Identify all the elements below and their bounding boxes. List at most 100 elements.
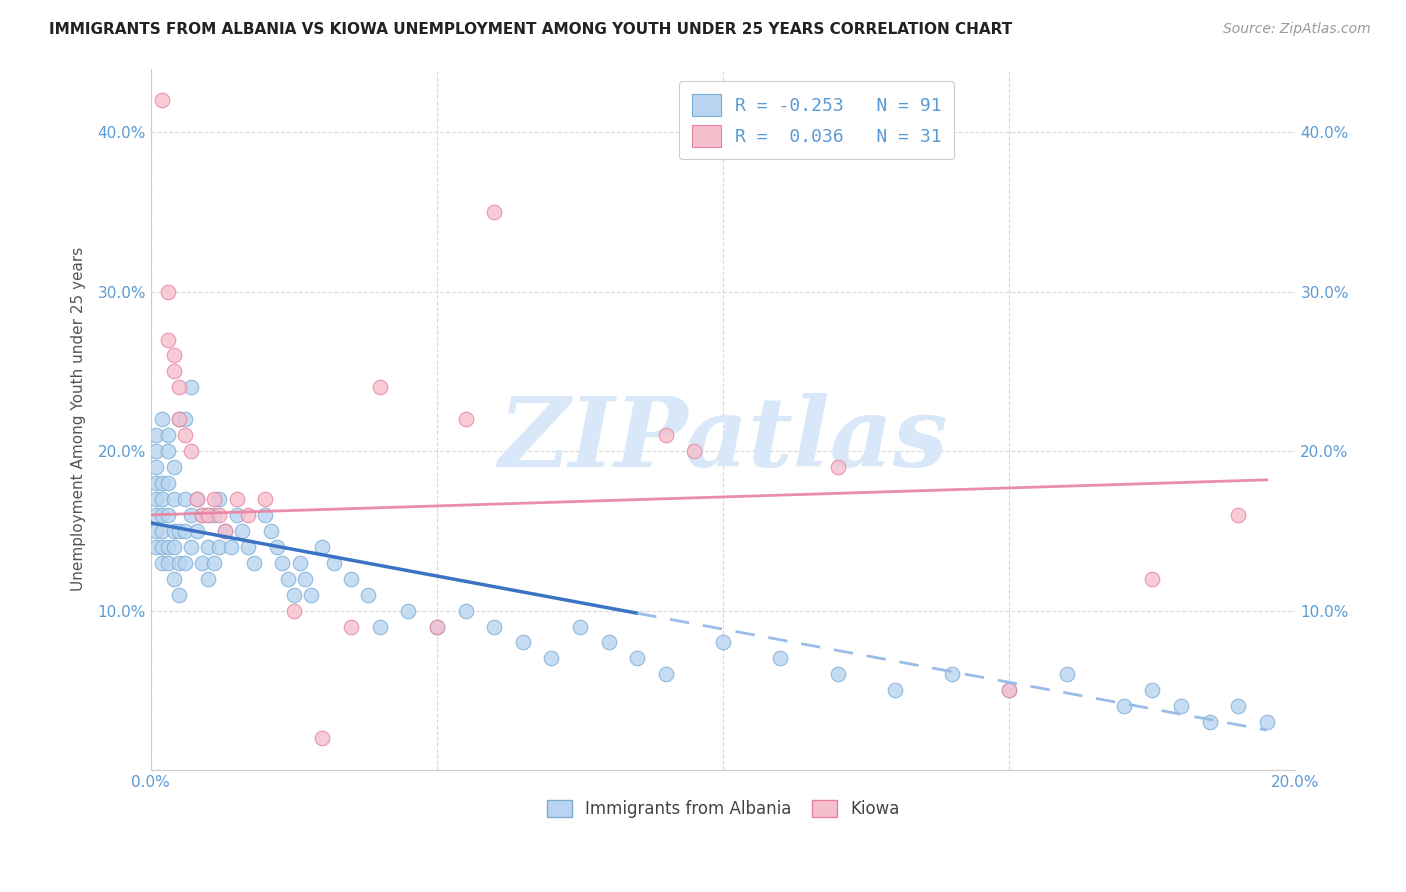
Point (311, 540, 333, 554)
Point (174, 491, 197, 506)
Point (156, 428, 179, 442)
Point (299, 588, 322, 602)
Point (454, 412, 477, 426)
Point (357, 588, 380, 602)
Point (156, 556, 179, 570)
Point (1227, 508, 1250, 522)
Point (1056, 667, 1078, 681)
Point (769, 651, 792, 665)
Point (202, 556, 225, 570)
Point (162, 540, 184, 554)
Point (186, 491, 208, 506)
Point (219, 540, 242, 554)
Point (186, 491, 208, 506)
Point (214, 524, 236, 538)
Point (202, 491, 225, 506)
Point (655, 667, 678, 681)
Point (236, 508, 259, 522)
Point (180, 444, 202, 458)
Point (169, 588, 191, 602)
Point (1198, 715, 1220, 730)
Point (482, 205, 505, 219)
Point (322, 556, 344, 570)
Point (174, 556, 197, 570)
Point (150, 540, 173, 554)
Point (482, 619, 505, 633)
Point (569, 619, 592, 633)
Point (827, 460, 849, 475)
Point (191, 508, 214, 522)
Point (512, 635, 534, 649)
Point (162, 572, 184, 586)
Point (214, 524, 236, 538)
Point (150, 94, 173, 108)
Point (169, 412, 191, 426)
Point (426, 619, 449, 633)
Point (156, 444, 179, 458)
Point (260, 524, 283, 538)
Point (283, 588, 305, 602)
Point (145, 476, 167, 491)
Point (180, 508, 202, 522)
Point (288, 556, 311, 570)
Point (254, 491, 277, 506)
Text: ZIPatlas: ZIPatlas (498, 393, 948, 487)
Point (655, 428, 678, 442)
Point (162, 524, 184, 538)
Point (145, 491, 167, 506)
Point (145, 460, 167, 475)
Point (150, 556, 173, 570)
Point (186, 524, 208, 538)
Point (197, 508, 219, 522)
Point (941, 667, 963, 681)
Point (169, 524, 191, 538)
Point (145, 540, 167, 554)
Point (145, 428, 167, 442)
Point (197, 508, 219, 522)
Point (1256, 715, 1278, 730)
Point (266, 540, 288, 554)
Point (340, 619, 363, 633)
Point (174, 412, 197, 426)
Point (340, 572, 363, 586)
Point (169, 380, 191, 394)
Point (294, 572, 316, 586)
Point (145, 524, 167, 538)
Point (208, 540, 231, 554)
Point (683, 444, 706, 458)
Point (225, 491, 247, 506)
Point (180, 380, 202, 394)
Point (396, 603, 419, 617)
Point (162, 349, 184, 363)
Point (191, 556, 214, 570)
Point (1227, 699, 1250, 714)
Point (169, 556, 191, 570)
Point (311, 731, 333, 745)
Point (162, 460, 184, 475)
Point (454, 603, 477, 617)
Text: IMMIGRANTS FROM ALBANIA VS KIOWA UNEMPLOYMENT AMONG YOUTH UNDER 25 YEARS CORRELA: IMMIGRANTS FROM ALBANIA VS KIOWA UNEMPLO… (49, 22, 1012, 37)
Point (236, 540, 259, 554)
Point (1170, 699, 1192, 714)
Point (156, 540, 179, 554)
Point (156, 285, 179, 299)
Point (998, 683, 1021, 698)
Point (208, 508, 231, 522)
Text: Source: ZipAtlas.com: Source: ZipAtlas.com (1223, 22, 1371, 37)
Point (197, 572, 219, 586)
Point (150, 412, 173, 426)
Point (156, 333, 179, 347)
Point (368, 380, 391, 394)
Point (202, 508, 225, 522)
Point (883, 683, 905, 698)
Point (283, 603, 305, 617)
Point (827, 667, 849, 681)
Point (998, 683, 1021, 698)
Point (426, 619, 449, 633)
Point (254, 508, 277, 522)
Y-axis label: Unemployment Among Youth under 25 years: Unemployment Among Youth under 25 years (72, 247, 86, 591)
Point (156, 476, 179, 491)
Point (368, 619, 391, 633)
Point (156, 508, 179, 522)
Point (277, 572, 299, 586)
